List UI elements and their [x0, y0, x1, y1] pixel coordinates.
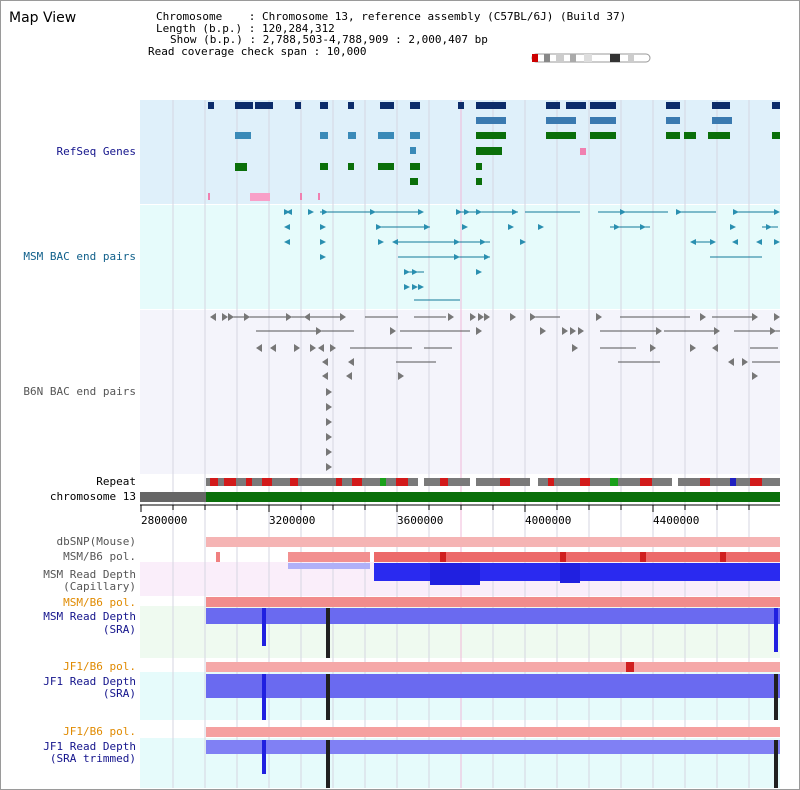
track-label-dbsnp[interactable]: dbSNP(Mouse) — [56, 535, 136, 548]
msm-capillary-depth — [288, 563, 780, 585]
repeat-track — [206, 478, 780, 486]
axis-tick-label: 3200000 — [269, 514, 316, 527]
chromosome-bar[interactable] — [206, 492, 780, 502]
axis-tick-label: 4400000 — [653, 514, 700, 527]
track-label-repeat[interactable]: Repeat — [96, 475, 136, 488]
track-label-jf1-depth[interactable]: JF1 Read Depth — [43, 675, 136, 688]
track-label-chromosome[interactable]: chromosome 13 — [49, 490, 136, 503]
msm-sra-depth — [206, 608, 780, 658]
chromosome-gap — [140, 492, 206, 502]
track-label-b6n-bac[interactable]: B6N BAC end pairs — [23, 385, 136, 398]
b6n-bac-pairs[interactable] — [230, 316, 780, 363]
page-title: Map View — [9, 10, 77, 26]
jf1-sra-depth — [206, 674, 780, 720]
jf1-pol-trim-track — [206, 727, 780, 737]
info-panel: Chromosome : Chromosome 13, reference as… — [148, 11, 626, 57]
b6n-bac-track-bg — [140, 310, 780, 474]
axis-tick-label: 3600000 — [397, 514, 444, 527]
track-label-msm-depth-sra[interactable]: MSM Read Depth — [43, 610, 136, 623]
length-info: Length (b.p.) : 120,284,312 — [156, 21, 335, 35]
track-label-msm-bac[interactable]: MSM BAC end pairs — [23, 250, 136, 263]
track-label-jf1-trim[interactable]: JF1 Read Depth — [43, 740, 136, 753]
refseq-genes[interactable] — [208, 102, 780, 201]
b6n-bac-markers — [210, 313, 780, 471]
track-label-msm-pol[interactable]: MSM/B6 pol. — [63, 550, 136, 563]
refseq-track-bg — [140, 100, 780, 204]
axis-ticks — [140, 505, 750, 512]
msm-pol-sra-track — [206, 597, 780, 607]
msm-bac-markers — [284, 209, 780, 290]
grid-lines — [172, 100, 750, 788]
track-label-jf1-depth-sub: (SRA) — [102, 687, 136, 700]
track-label-jf1-pol[interactable]: JF1/B6 pol. — [63, 660, 136, 673]
jf1-trim-depth — [206, 740, 780, 788]
msm-pol-track — [216, 552, 780, 562]
track-label-jf1-trim-sub: (SRA trimmed) — [49, 752, 136, 765]
chromosome-info: Chromosome : Chromosome 13, reference as… — [156, 10, 627, 23]
jf1-pol-track — [206, 662, 780, 672]
coverage-info: Read coverage check span : 10,000 — [148, 44, 367, 58]
axis-tick-label: 4000000 — [525, 514, 572, 527]
track-label-msm-depth-capillary[interactable]: MSM Read Depth — [43, 568, 136, 581]
track-label-msm-depth-sra-sub: (SRA) — [102, 623, 136, 636]
track-label-msm-depth-capillary-sub: (Capillary) — [63, 580, 136, 593]
show-info: Show (b.p.) : 2,788,503-4,788,909 : 2,00… — [170, 33, 488, 47]
dbsnp-track — [206, 537, 780, 547]
track-label-refseq[interactable]: RefSeq Genes — [56, 145, 136, 158]
axis-tick-label: 2800000 — [141, 514, 188, 527]
chromosome-ideogram-icon[interactable] — [530, 52, 652, 64]
track-label-msm-pol-sra[interactable]: MSM/B6 pol. — [63, 596, 136, 609]
track-label-jf1-pol-trim[interactable]: JF1/B6 pol. — [63, 725, 136, 738]
